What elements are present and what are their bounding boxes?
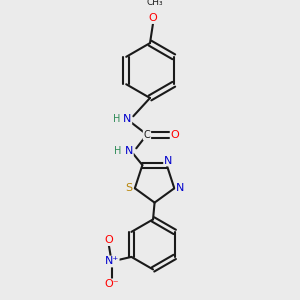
- Text: O: O: [171, 130, 179, 140]
- Text: CH₃: CH₃: [146, 0, 163, 7]
- Text: O⁻: O⁻: [104, 279, 119, 290]
- Text: H: H: [113, 114, 120, 124]
- Text: N: N: [176, 183, 184, 193]
- Text: O: O: [104, 235, 113, 245]
- Text: O: O: [149, 13, 158, 23]
- Text: S: S: [125, 183, 132, 193]
- Text: N: N: [124, 146, 133, 156]
- Text: N⁺: N⁺: [104, 256, 119, 266]
- Text: H: H: [114, 146, 122, 156]
- Text: C: C: [144, 130, 150, 140]
- Text: N: N: [123, 114, 131, 124]
- Text: N: N: [164, 155, 172, 166]
